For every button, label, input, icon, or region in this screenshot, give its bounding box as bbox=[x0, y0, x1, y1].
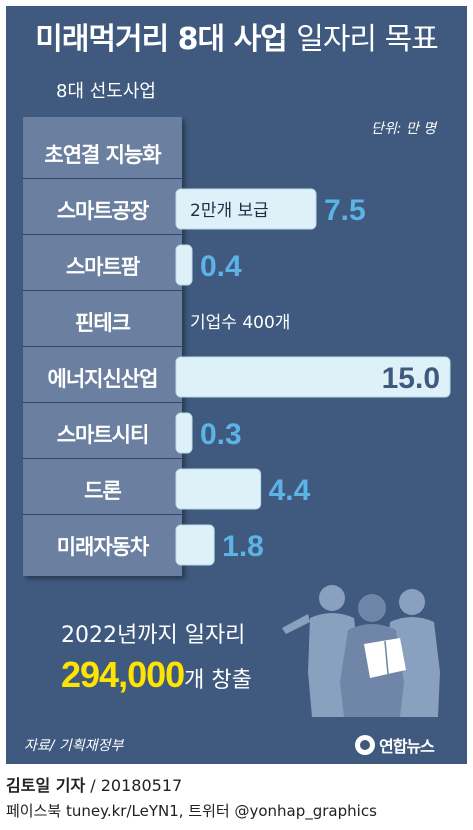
bar bbox=[175, 524, 215, 566]
value-label: 7.5 bbox=[324, 194, 366, 227]
category-label: 핀테크 bbox=[75, 311, 131, 335]
category-label: 스마트공장 bbox=[56, 199, 150, 223]
contact-info: 페이스북 tuney.kr/LeYN1, 트위터 @yonhap_graphic… bbox=[6, 802, 377, 820]
publisher-logo: 연합뉴스 bbox=[355, 733, 435, 757]
unit-label: 단위: 만 명 bbox=[371, 121, 437, 137]
value-label: 0.4 bbox=[200, 250, 242, 283]
category-separator bbox=[23, 514, 182, 515]
category-label: 에너지신산업 bbox=[47, 367, 159, 391]
title-bold: 미래먹거리 8대 사업 bbox=[35, 22, 288, 57]
category-label: 스마트시티 bbox=[56, 423, 150, 447]
summary-line: 2022년까지 일자리 bbox=[61, 623, 246, 648]
value-label: 15.0 bbox=[382, 362, 440, 395]
value-label: 0.3 bbox=[200, 418, 242, 451]
category-separator bbox=[23, 234, 182, 235]
page-title: 미래먹거리 8대 사업 일자리 목표 bbox=[0, 14, 473, 58]
bar bbox=[175, 356, 451, 398]
category-label: 초연결 지능화 bbox=[44, 143, 161, 167]
category-separator bbox=[23, 178, 182, 179]
title-light: 일자리 목표 bbox=[296, 22, 439, 57]
category-label: 미래자동차 bbox=[56, 535, 150, 559]
reporter-name: 김토일 기자 bbox=[6, 776, 86, 795]
bar bbox=[175, 188, 317, 230]
source-note: 자료/ 기획재정부 bbox=[24, 738, 124, 754]
summary-number: 294,000 bbox=[61, 654, 185, 695]
chart-subtitle: 8대 선도사업 bbox=[56, 81, 156, 102]
summary-suffix: 개 창출 bbox=[184, 668, 252, 693]
bar bbox=[175, 244, 193, 286]
category-separator bbox=[23, 402, 182, 403]
category-separator bbox=[23, 290, 182, 291]
category-label: 스마트팜 bbox=[65, 255, 140, 279]
reporter-credit: 김토일 기자 / 20180517 bbox=[6, 772, 182, 796]
value-label: 4.4 bbox=[269, 474, 311, 507]
bar bbox=[175, 412, 193, 454]
publish-date: / 20180517 bbox=[90, 776, 183, 795]
category-separator bbox=[23, 346, 182, 347]
summary-total: 294,000개 창출 bbox=[61, 654, 252, 696]
yonhap-logo-icon bbox=[355, 735, 375, 755]
bar-annotation: 2만개 보급 bbox=[190, 201, 269, 221]
bar-annotation: 기업수 400개 bbox=[190, 313, 290, 333]
category-label: 드론 bbox=[84, 479, 122, 503]
people-silhouette-icon bbox=[282, 585, 440, 717]
bar bbox=[175, 468, 262, 510]
value-label: 1.8 bbox=[222, 530, 264, 563]
logo-text: 연합뉴스 bbox=[379, 737, 435, 756]
category-separator bbox=[23, 458, 182, 459]
